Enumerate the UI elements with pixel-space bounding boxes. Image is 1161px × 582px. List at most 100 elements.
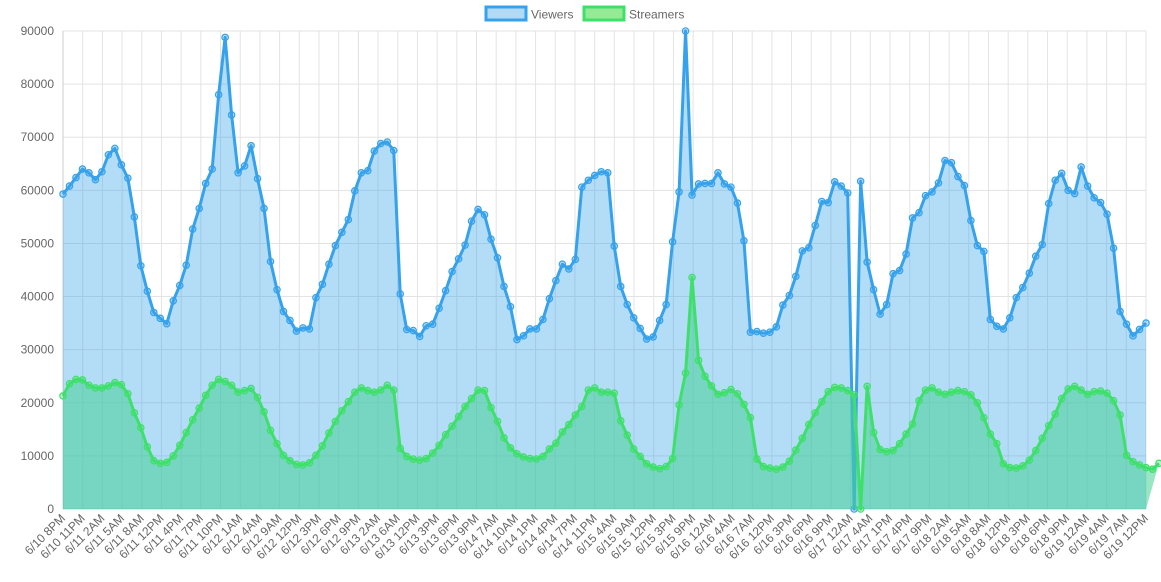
data-point-streamers[interactable] xyxy=(558,428,567,436)
data-point-viewers[interactable] xyxy=(1031,252,1040,260)
data-point-streamers[interactable] xyxy=(1129,457,1137,466)
data-point-viewers[interactable] xyxy=(675,188,683,196)
data-point-streamers[interactable] xyxy=(779,463,787,471)
data-point-viewers[interactable] xyxy=(636,324,644,333)
data-point-viewers[interactable] xyxy=(104,150,113,159)
data-point-viewers[interactable] xyxy=(1070,189,1079,198)
data-point-streamers[interactable] xyxy=(908,420,917,428)
data-point-streamers[interactable] xyxy=(792,446,800,454)
data-point-streamers[interactable] xyxy=(506,444,515,452)
data-point-viewers[interactable] xyxy=(1090,193,1098,202)
data-point-streamers[interactable] xyxy=(1090,387,1098,396)
data-point-streamers[interactable] xyxy=(753,455,761,463)
data-point-streamers[interactable] xyxy=(655,464,664,473)
data-point-streamers[interactable] xyxy=(422,454,430,463)
data-point-viewers[interactable] xyxy=(558,260,567,268)
data-point-streamers[interactable] xyxy=(1025,456,1034,464)
data-point-streamers[interactable] xyxy=(1057,394,1066,403)
data-point-streamers[interactable] xyxy=(642,460,651,468)
data-point-viewers[interactable] xyxy=(363,166,372,175)
data-point-streamers[interactable] xyxy=(623,431,632,439)
data-point-viewers[interactable] xyxy=(882,300,891,309)
data-point-viewers[interactable] xyxy=(668,238,677,246)
data-point-viewers[interactable] xyxy=(376,139,385,148)
data-point-streamers[interactable] xyxy=(72,375,80,384)
data-point-viewers[interactable] xyxy=(539,315,547,324)
data-point-streamers[interactable] xyxy=(785,457,794,466)
data-point-viewers[interactable] xyxy=(759,329,768,338)
data-point-streamers[interactable] xyxy=(804,420,813,429)
data-point-viewers[interactable] xyxy=(889,269,897,278)
data-point-viewers[interactable] xyxy=(59,190,67,198)
data-point-streamers[interactable] xyxy=(597,388,606,396)
data-point-streamers[interactable] xyxy=(253,393,262,402)
data-point-streamers[interactable] xyxy=(629,445,638,453)
data-point-viewers[interactable] xyxy=(980,247,988,256)
data-point-streamers[interactable] xyxy=(344,397,353,406)
data-point-streamers[interactable] xyxy=(402,452,411,461)
data-point-streamers[interactable] xyxy=(837,384,846,392)
data-point-streamers[interactable] xyxy=(850,391,858,399)
data-point-streamers[interactable] xyxy=(532,455,541,463)
data-point-streamers[interactable] xyxy=(130,409,139,417)
data-point-viewers[interactable] xyxy=(1044,199,1053,208)
data-point-viewers[interactable] xyxy=(214,90,223,99)
data-point-streamers[interactable] xyxy=(947,388,956,396)
data-point-streamers[interactable] xyxy=(234,388,242,396)
data-point-streamers[interactable] xyxy=(882,447,891,456)
data-point-streamers[interactable] xyxy=(117,380,126,389)
data-point-streamers[interactable] xyxy=(675,401,683,409)
data-point-streamers[interactable] xyxy=(357,384,366,392)
data-point-viewers[interactable] xyxy=(941,156,949,165)
data-point-viewers[interactable] xyxy=(967,216,975,225)
data-point-streamers[interactable] xyxy=(383,381,392,390)
data-point-streamers[interactable] xyxy=(1103,389,1111,398)
data-point-streamers[interactable] xyxy=(539,452,547,461)
data-point-viewers[interactable] xyxy=(124,174,132,182)
data-point-viewers[interactable] xyxy=(837,182,846,190)
data-point-viewers[interactable] xyxy=(928,188,936,196)
data-point-viewers[interactable] xyxy=(993,322,1001,331)
data-point-viewers[interactable] xyxy=(798,247,807,255)
data-point-streamers[interactable] xyxy=(636,452,644,461)
data-point-streamers[interactable] xyxy=(363,386,372,395)
data-point-viewers[interactable] xyxy=(111,144,119,153)
data-point-streamers[interactable] xyxy=(175,441,184,450)
data-point-viewers[interactable] xyxy=(973,241,982,250)
data-point-streamers[interactable] xyxy=(124,389,132,398)
data-point-streamers[interactable] xyxy=(1083,390,1092,399)
data-point-viewers[interactable] xyxy=(694,180,703,188)
data-point-viewers[interactable] xyxy=(480,210,489,219)
data-point-streamers[interactable] xyxy=(266,426,275,435)
data-point-streamers[interactable] xyxy=(1077,386,1085,394)
data-point-viewers[interactable] xyxy=(91,175,100,184)
data-point-viewers[interactable] xyxy=(182,261,191,270)
data-point-viewers[interactable] xyxy=(526,325,534,333)
data-point-streamers[interactable] xyxy=(240,386,249,395)
data-point-viewers[interactable] xyxy=(72,173,80,182)
data-point-viewers[interactable] xyxy=(584,176,593,185)
data-point-streamers[interactable] xyxy=(590,384,599,392)
data-point-streamers[interactable] xyxy=(610,389,619,398)
data-point-streamers[interactable] xyxy=(396,444,405,453)
data-point-viewers[interactable] xyxy=(435,304,443,313)
data-point-streamers[interactable] xyxy=(65,379,74,388)
data-point-streamers[interactable] xyxy=(474,386,482,394)
data-point-streamers[interactable] xyxy=(1122,451,1131,460)
data-point-streamers[interactable] xyxy=(435,441,443,450)
data-point-viewers[interactable] xyxy=(409,326,417,335)
data-point-viewers[interactable] xyxy=(804,243,813,252)
data-point-streamers[interactable] xyxy=(766,464,774,472)
data-point-streamers[interactable] xyxy=(201,391,210,400)
data-point-streamers[interactable] xyxy=(1135,461,1144,469)
data-point-viewers[interactable] xyxy=(137,261,145,270)
data-point-streamers[interactable] xyxy=(318,441,327,450)
data-point-viewers[interactable] xyxy=(98,167,106,176)
data-point-streamers[interactable] xyxy=(1051,410,1060,418)
data-point-streamers[interactable] xyxy=(409,455,417,463)
data-point-streamers[interactable] xyxy=(526,454,534,463)
data-point-streamers[interactable] xyxy=(694,356,703,365)
data-point-viewers[interactable] xyxy=(338,228,346,237)
data-point-viewers[interactable] xyxy=(552,276,560,285)
data-point-viewers[interactable] xyxy=(766,328,774,336)
